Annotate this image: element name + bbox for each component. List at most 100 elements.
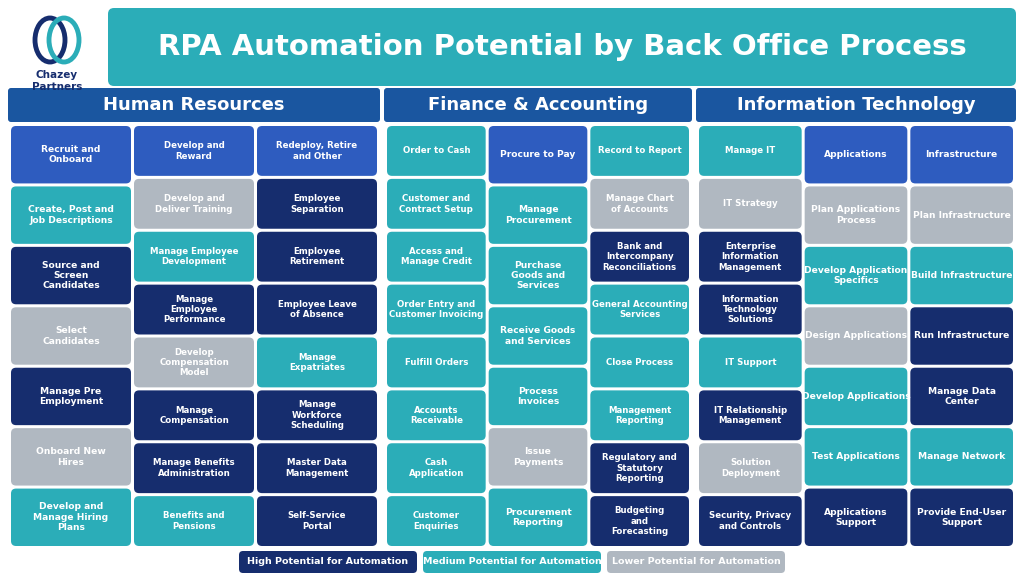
FancyBboxPatch shape (699, 232, 802, 282)
Text: Procure to Pay: Procure to Pay (501, 150, 575, 159)
Text: Receive Goods
and Services: Receive Goods and Services (501, 327, 575, 346)
FancyBboxPatch shape (805, 428, 907, 485)
FancyBboxPatch shape (134, 496, 254, 546)
Text: Source and
Screen
Candidates: Source and Screen Candidates (42, 261, 99, 290)
FancyBboxPatch shape (590, 338, 689, 388)
Text: Manage Pre
Employment: Manage Pre Employment (39, 386, 103, 406)
FancyBboxPatch shape (910, 247, 1013, 304)
FancyBboxPatch shape (11, 247, 131, 304)
Text: IT Strategy: IT Strategy (723, 199, 777, 208)
FancyBboxPatch shape (11, 488, 131, 546)
FancyBboxPatch shape (590, 285, 689, 335)
FancyBboxPatch shape (387, 443, 485, 493)
Text: Manage
Workforce
Scheduling: Manage Workforce Scheduling (290, 400, 344, 430)
FancyBboxPatch shape (134, 391, 254, 440)
Text: Develop Applications: Develop Applications (802, 392, 910, 401)
FancyBboxPatch shape (257, 496, 377, 546)
FancyBboxPatch shape (134, 232, 254, 282)
Text: Develop and
Manage Hiring
Plans: Develop and Manage Hiring Plans (34, 502, 109, 532)
Text: Test Applications: Test Applications (812, 452, 900, 462)
Text: High Potential for Automation: High Potential for Automation (248, 558, 409, 566)
Text: Design Applications: Design Applications (805, 332, 907, 340)
Text: Enterprise
Information
Management: Enterprise Information Management (719, 242, 782, 272)
Text: Chazey
Partners: Chazey Partners (32, 70, 82, 91)
FancyBboxPatch shape (699, 179, 802, 229)
FancyBboxPatch shape (910, 186, 1013, 244)
FancyBboxPatch shape (8, 88, 380, 122)
FancyBboxPatch shape (910, 428, 1013, 485)
FancyBboxPatch shape (590, 496, 689, 546)
Text: Record to Report: Record to Report (598, 147, 682, 155)
FancyBboxPatch shape (257, 232, 377, 282)
Text: Manage Chart
of Accounts: Manage Chart of Accounts (606, 194, 674, 214)
Text: Run Infrastructure: Run Infrastructure (914, 332, 1010, 340)
FancyBboxPatch shape (805, 368, 907, 425)
Text: Solution
Deployment: Solution Deployment (721, 459, 780, 478)
FancyBboxPatch shape (134, 126, 254, 176)
Text: Finance & Accounting: Finance & Accounting (428, 96, 648, 114)
Text: Close Process: Close Process (606, 358, 673, 367)
FancyBboxPatch shape (387, 338, 485, 388)
Text: Onboard New
Hires: Onboard New Hires (36, 447, 105, 467)
FancyBboxPatch shape (387, 232, 485, 282)
Text: Process
Invoices: Process Invoices (517, 386, 559, 406)
Text: Security, Privacy
and Controls: Security, Privacy and Controls (710, 512, 792, 531)
Text: Issue
Payments: Issue Payments (513, 447, 563, 467)
FancyBboxPatch shape (257, 443, 377, 493)
FancyBboxPatch shape (387, 126, 485, 176)
Text: Manage
Employee
Performance: Manage Employee Performance (163, 294, 225, 324)
Text: Purchase
Goods and
Services: Purchase Goods and Services (511, 261, 565, 290)
Text: Build Infrastructure: Build Infrastructure (911, 271, 1013, 280)
Text: Fulfill Orders: Fulfill Orders (404, 358, 468, 367)
FancyBboxPatch shape (590, 126, 689, 176)
Text: Develop Application
Specifics: Develop Application Specifics (805, 266, 907, 285)
Text: Order Entry and
Customer Invoicing: Order Entry and Customer Invoicing (389, 300, 483, 320)
Text: Cash
Application: Cash Application (409, 459, 464, 478)
Text: Information
Technology
Solutions: Information Technology Solutions (722, 294, 779, 324)
Text: Manage
Expatriates: Manage Expatriates (289, 353, 345, 372)
FancyBboxPatch shape (805, 307, 907, 365)
FancyBboxPatch shape (590, 179, 689, 229)
FancyBboxPatch shape (387, 179, 485, 229)
Text: Master Data
Management: Master Data Management (286, 459, 349, 478)
FancyBboxPatch shape (488, 307, 588, 365)
Text: Management
Reporting: Management Reporting (608, 406, 672, 425)
Text: Budgeting
and
Forecasting: Budgeting and Forecasting (611, 506, 669, 536)
FancyBboxPatch shape (257, 126, 377, 176)
FancyBboxPatch shape (387, 391, 485, 440)
FancyBboxPatch shape (699, 126, 802, 176)
Text: IT Support: IT Support (725, 358, 776, 367)
Text: Manage IT: Manage IT (725, 147, 775, 155)
Text: Develop and
Deliver Training: Develop and Deliver Training (156, 194, 232, 214)
FancyBboxPatch shape (488, 126, 588, 183)
FancyBboxPatch shape (387, 285, 485, 335)
FancyBboxPatch shape (11, 428, 131, 485)
Text: Manage Employee
Development: Manage Employee Development (150, 247, 239, 267)
FancyBboxPatch shape (590, 232, 689, 282)
FancyBboxPatch shape (699, 496, 802, 546)
Text: Customer
Enquiries: Customer Enquiries (413, 512, 460, 531)
Text: Provide End-User
Support: Provide End-User Support (918, 508, 1007, 527)
Text: Order to Cash: Order to Cash (402, 147, 470, 155)
Text: Lower Potential for Automation: Lower Potential for Automation (611, 558, 780, 566)
Text: Manage Network: Manage Network (918, 452, 1006, 462)
Text: Customer and
Contract Setup: Customer and Contract Setup (399, 194, 473, 214)
Text: Recruit and
Onboard: Recruit and Onboard (41, 145, 100, 164)
Text: RPA Automation Potential by Back Office Process: RPA Automation Potential by Back Office … (158, 33, 967, 61)
Text: Create, Post and
Job Descriptions: Create, Post and Job Descriptions (28, 205, 114, 225)
Text: Manage
Procurement: Manage Procurement (505, 205, 571, 225)
Text: Applications
Support: Applications Support (824, 508, 888, 527)
FancyBboxPatch shape (488, 186, 588, 244)
Text: Bank and
Intercompany
Reconciliations: Bank and Intercompany Reconciliations (602, 242, 677, 272)
Text: Develop
Compensation
Model: Develop Compensation Model (159, 347, 229, 377)
Text: Manage
Compensation: Manage Compensation (159, 406, 229, 425)
Text: Infrastructure: Infrastructure (926, 150, 997, 159)
Text: Access and
Manage Credit: Access and Manage Credit (400, 247, 472, 267)
Text: Manage Data
Center: Manage Data Center (928, 386, 995, 406)
FancyBboxPatch shape (805, 186, 907, 244)
FancyBboxPatch shape (607, 551, 785, 573)
Text: General Accounting
Services: General Accounting Services (592, 300, 687, 320)
Text: Employee
Separation: Employee Separation (290, 194, 344, 214)
FancyBboxPatch shape (488, 247, 588, 304)
FancyBboxPatch shape (257, 179, 377, 229)
